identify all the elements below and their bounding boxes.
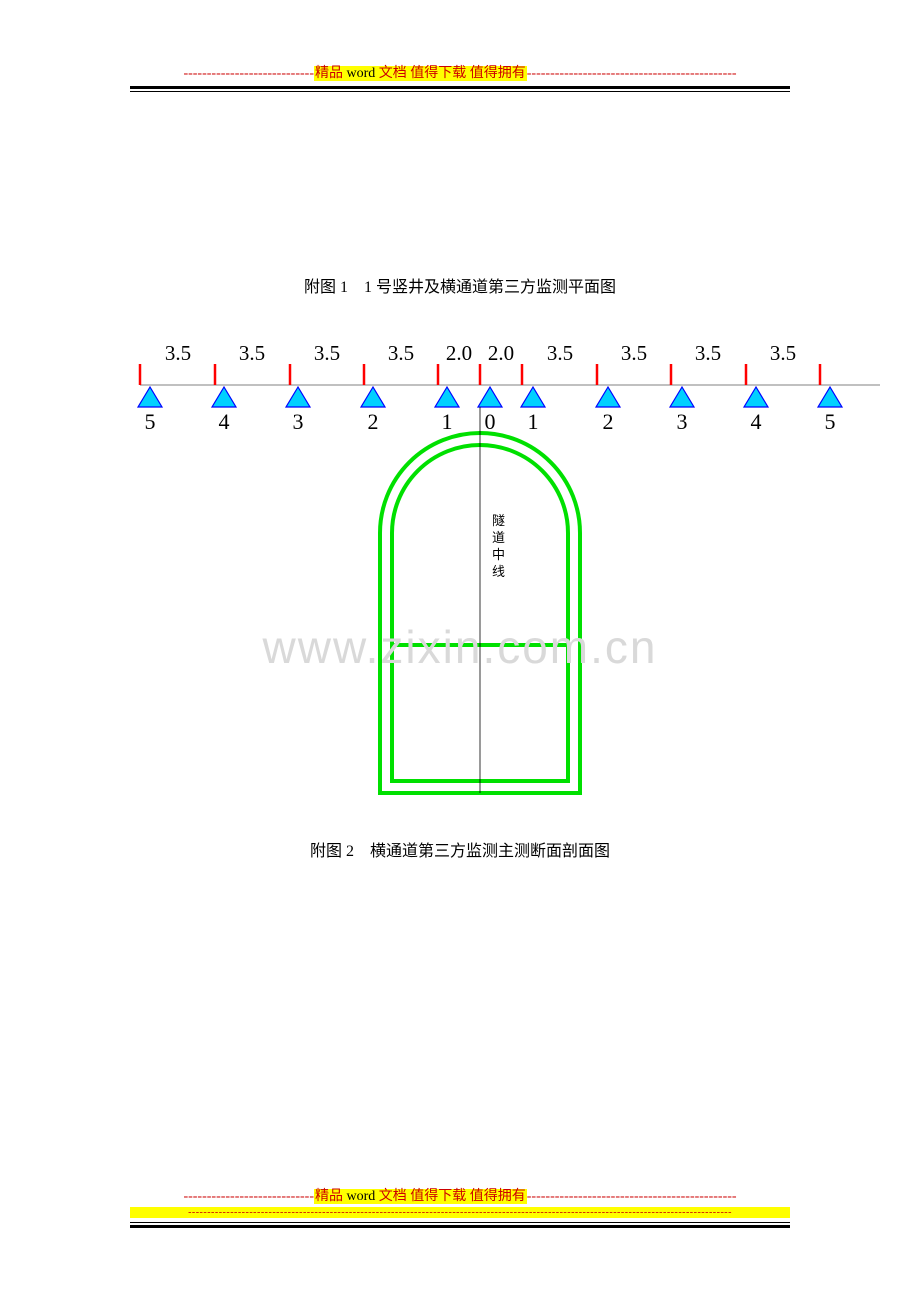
svg-text:3.5: 3.5 bbox=[695, 341, 721, 365]
svg-text:3.5: 3.5 bbox=[547, 341, 573, 365]
header-dashes-right: ----------------------------------------… bbox=[527, 66, 737, 81]
figure1-caption: 附图 1 1 号竖井及横通道第三方监测平面图 bbox=[0, 273, 920, 297]
svg-text:中: 中 bbox=[492, 547, 505, 562]
svg-text:4: 4 bbox=[219, 409, 230, 434]
diagram-svg: 3.5 3.5 3.5 3.5 2.0 2.0 3.5 3.5 3.5 3.5 5 4 3 2 1 0 1 2 3 4… bbox=[130, 335, 890, 805]
page-header: ----------------------------精品 word 文档 值… bbox=[130, 62, 790, 92]
svg-text:3.5: 3.5 bbox=[621, 341, 647, 365]
svg-text:2: 2 bbox=[368, 409, 379, 434]
diagram-container: 3.5 3.5 3.5 3.5 2.0 2.0 3.5 3.5 3.5 3.5 5 4 3 2 1 0 1 2 3 4… bbox=[130, 335, 890, 805]
svg-text:0: 0 bbox=[485, 409, 496, 434]
svg-text:3.5: 3.5 bbox=[770, 341, 796, 365]
header-highlight: 精品 word 文档 值得下载 值得拥有 bbox=[314, 66, 527, 81]
svg-text:线: 线 bbox=[492, 564, 505, 579]
svg-text:2: 2 bbox=[603, 409, 614, 434]
svg-text:道: 道 bbox=[492, 530, 505, 545]
footer-line2: ----------------------------------------… bbox=[130, 1207, 790, 1218]
svg-text:3.5: 3.5 bbox=[314, 341, 340, 365]
svg-text:3: 3 bbox=[677, 409, 688, 434]
svg-text:3: 3 bbox=[293, 409, 304, 434]
footer-dashes-left: ---------------------------- bbox=[183, 1189, 314, 1204]
svg-text:3.5: 3.5 bbox=[165, 341, 191, 365]
svg-text:5: 5 bbox=[825, 409, 836, 434]
footer-dashes-right: ----------------------------------------… bbox=[527, 1189, 737, 1204]
header-dashes-left: ---------------------------- bbox=[183, 66, 314, 81]
svg-text:3.5: 3.5 bbox=[388, 341, 414, 365]
svg-text:4: 4 bbox=[751, 409, 762, 434]
svg-text:2.0: 2.0 bbox=[446, 341, 472, 365]
svg-text:5: 5 bbox=[145, 409, 156, 434]
footer-rule bbox=[130, 1222, 790, 1228]
header-rule bbox=[130, 86, 790, 92]
header-line1: ----------------------------精品 word 文档 值… bbox=[130, 62, 790, 82]
svg-text:2.0: 2.0 bbox=[488, 341, 514, 365]
svg-text:1: 1 bbox=[528, 409, 539, 434]
svg-text:3.5: 3.5 bbox=[239, 341, 265, 365]
figure2-caption: 附图 2 横通道第三方监测主测断面剖面图 bbox=[0, 837, 920, 861]
svg-text:1: 1 bbox=[442, 409, 453, 434]
page-footer: ----------------------------精品 word 文档 值… bbox=[130, 1185, 790, 1228]
footer-highlight: 精品 word 文档 值得下载 值得拥有 bbox=[314, 1189, 527, 1204]
footer-line1: ----------------------------精品 word 文档 值… bbox=[130, 1185, 790, 1205]
svg-text:隧: 隧 bbox=[492, 513, 505, 528]
